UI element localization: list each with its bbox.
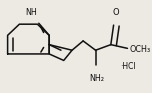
- Text: NH: NH: [25, 8, 37, 17]
- Text: O: O: [112, 8, 119, 17]
- Text: ·HCl: ·HCl: [121, 62, 136, 71]
- Text: NH₂: NH₂: [89, 74, 104, 83]
- Text: OCH₃: OCH₃: [130, 45, 151, 54]
